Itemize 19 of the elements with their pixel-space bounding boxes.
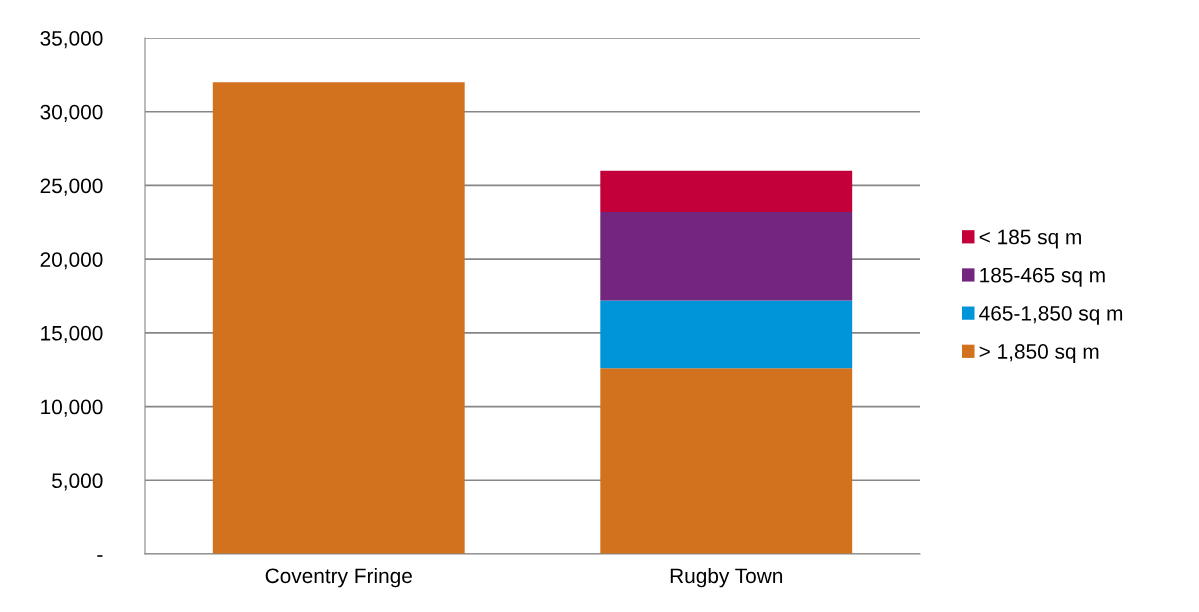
legend-label: 185-465 sq m	[980, 267, 1105, 287]
x-tick-label: Coventry Fringe	[265, 567, 412, 588]
y-tick-label: 10,000	[41, 399, 103, 417]
y-tick-label: 15,000	[41, 325, 103, 344]
y-tick-label: 30,000	[40, 104, 103, 122]
y-tick-label: -	[97, 555, 103, 557]
x-tick-label: Rugby Town	[670, 567, 783, 588]
bar	[600, 368, 853, 554]
bar	[600, 211, 853, 301]
legend-label: > 1,850 sq m	[979, 344, 1099, 363]
bar	[600, 170, 853, 212]
y-tick-label: 5,000	[52, 473, 103, 491]
bar	[600, 300, 853, 369]
legend-label: < 185 sq m	[979, 229, 1081, 249]
y-tick-label: 20,000	[40, 252, 103, 270]
y-tick-label: 25,000	[40, 178, 103, 196]
bar	[212, 82, 465, 554]
y-tick-label: 35,000	[40, 31, 103, 49]
legend-label: 465-1,850 sq m	[979, 305, 1123, 325]
